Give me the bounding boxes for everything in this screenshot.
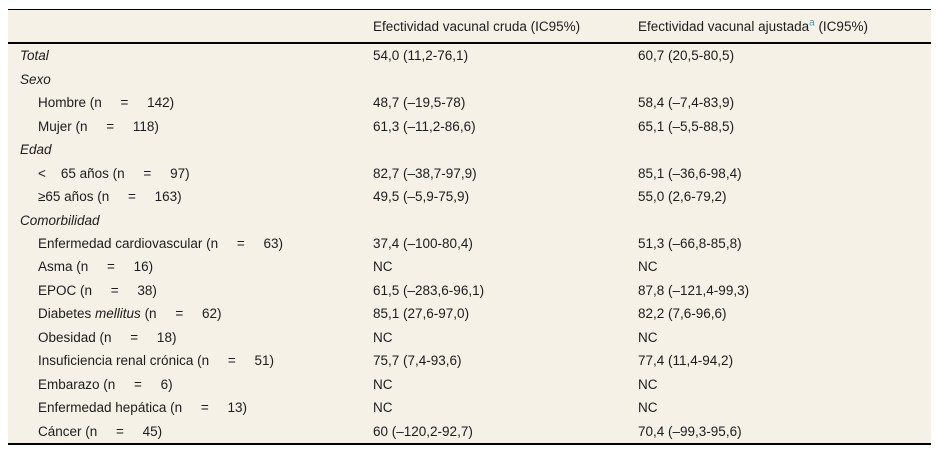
ajustada-value-cell: 87,8 (–121,4-99,3) bbox=[638, 282, 750, 298]
ajustada-value-cell: 60,7 (20,5-80,5) bbox=[638, 48, 735, 64]
table-row: Obesidad (n = 18) NC NC bbox=[8, 326, 931, 349]
table-row: Total 54,0 (11,2-76,1) 60,7 (20,5-80,5) bbox=[8, 44, 931, 67]
row-label-cell: Enfermedad cardiovascular (n = 63) bbox=[8, 236, 373, 251]
row-label-text: ≥65 años (n = 163) bbox=[38, 189, 182, 205]
ajustada-value-cell: NC bbox=[638, 376, 658, 392]
row-label-text: (n = 62) bbox=[140, 306, 222, 322]
cruda-value-cell: 49,5 (–5,9-75,9) bbox=[373, 189, 470, 205]
row-label-cell: < 65 años (n = 97) bbox=[8, 166, 373, 181]
table-row: Mujer (n = 118) 61,3 (–11,2-86,6) 65,1 (… bbox=[8, 114, 931, 137]
ajustada-value-cell: 70,4 (–99,3-95,6) bbox=[638, 423, 742, 439]
header-cruda: Efectividad vacunal cruda (IC95%) bbox=[373, 18, 581, 34]
row-label-cell: Embarazo (n = 6) bbox=[8, 377, 373, 392]
cruda-value-cell: 48,7 (–19,5-78) bbox=[373, 95, 466, 111]
table-body: Total 54,0 (11,2-76,1) 60,7 (20,5-80,5) … bbox=[8, 44, 931, 445]
row-label-cell: Total bbox=[8, 48, 373, 63]
ajustada-value-cell: 77,4 (11,4-94,2) bbox=[638, 353, 734, 369]
header-ajustada: Efectividad vacunal ajustadaa (IC95%) bbox=[638, 19, 931, 34]
ajustada-value-cell: 51,3 (–66,8-85,8) bbox=[638, 235, 742, 251]
row-label-cell: Insuficiencia renal crónica (n = 51) bbox=[8, 353, 373, 368]
row-label-cell: Comorbilidad bbox=[8, 213, 373, 228]
table-row: Cáncer (n = 45) 60 (–120,2-92,7) 70,4 (–… bbox=[8, 420, 931, 443]
row-label-cell: Hombre (n = 142) bbox=[8, 95, 373, 110]
ajustada-value-cell: 65,1 (–5,5-88,5) bbox=[638, 118, 735, 134]
row-label-text: Sexo bbox=[20, 71, 51, 87]
table-row: < 65 años (n = 97) 82,7 (–38,7-97,9) 85,… bbox=[8, 161, 931, 184]
cruda-value-cell: NC bbox=[373, 259, 393, 275]
ajustada-value-cell: 55,0 (2,6-79,2) bbox=[638, 189, 727, 205]
table-header-row: Efectividad vacunal cruda (IC95%) Efecti… bbox=[8, 10, 931, 44]
header-ajustada-suffix: (IC95%) bbox=[814, 18, 868, 34]
cruda-value-cell: 85,1 (27,6-97,0) bbox=[373, 306, 470, 322]
header-ajustada-text: Efectividad vacunal ajustada bbox=[638, 18, 810, 34]
row-label-cell: Asma (n = 16) bbox=[8, 259, 373, 274]
row-label-text: Obesidad (n = 18) bbox=[38, 329, 177, 345]
row-label-text: Insuficiencia renal crónica (n = 51) bbox=[38, 353, 274, 369]
row-label-cell: Cáncer (n = 45) bbox=[8, 424, 373, 439]
ajustada-value-cell: NC bbox=[638, 259, 658, 275]
cruda-value-cell: NC bbox=[373, 376, 393, 392]
ajustada-value-cell: 85,1 (–36,6-98,4) bbox=[638, 165, 742, 181]
row-label-cell: Sexo bbox=[8, 72, 373, 87]
row-label-text: Total bbox=[20, 48, 49, 64]
ajustada-value-cell: 58,4 (–7,4-83,9) bbox=[638, 95, 735, 111]
row-label-text: mellitus bbox=[95, 306, 141, 322]
table-row: ≥65 años (n = 163) 49,5 (–5,9-75,9) 55,0… bbox=[8, 185, 931, 208]
row-label-text: < 65 años (n = 97) bbox=[38, 165, 190, 181]
row-label-text: Asma (n = 16) bbox=[38, 259, 154, 275]
table-row: Sexo bbox=[8, 67, 931, 90]
cruda-value-cell: 75,7 (7,4-93,6) bbox=[373, 353, 462, 369]
table-row: EPOC (n = 38) 61,5 (–283,6-96,1) 87,8 (–… bbox=[8, 279, 931, 302]
footnote-marker-a[interactable]: a bbox=[809, 18, 815, 28]
row-label-text: Comorbilidad bbox=[20, 212, 100, 228]
ajustada-value-cell: 82,2 (7,6-96,6) bbox=[638, 306, 727, 322]
row-label-text: Diabetes bbox=[38, 306, 96, 322]
row-label-cell: EPOC (n = 38) bbox=[8, 283, 373, 298]
table-row: Asma (n = 16) NC NC bbox=[8, 255, 931, 278]
table-row: Edad bbox=[8, 138, 931, 161]
cruda-value-cell: 54,0 (11,2-76,1) bbox=[373, 48, 469, 64]
row-label-text: Embarazo (n = 6) bbox=[38, 376, 173, 392]
cruda-value-cell: NC bbox=[373, 400, 393, 416]
cruda-value-cell: 61,3 (–11,2-86,6) bbox=[373, 118, 476, 134]
table-row: Comorbilidad bbox=[8, 208, 931, 231]
cruda-value-cell: 37,4 (–100-80,4) bbox=[373, 235, 473, 251]
row-label-text: Mujer (n = 118) bbox=[38, 118, 159, 134]
cruda-value-cell: 61,5 (–283,6-96,1) bbox=[373, 282, 485, 298]
cruda-value-cell: 82,7 (–38,7-97,9) bbox=[373, 165, 477, 181]
row-label-text: Enfermedad hepática (n = 13) bbox=[38, 400, 247, 416]
row-label-text: Cáncer (n = 45) bbox=[38, 423, 163, 439]
table-row: Insuficiencia renal crónica (n = 51) 75,… bbox=[8, 349, 931, 372]
row-label-cell: Mujer (n = 118) bbox=[8, 119, 373, 134]
row-label-text: Enfermedad cardiovascular (n = 63) bbox=[38, 235, 283, 251]
row-label-cell: Edad bbox=[8, 142, 373, 157]
cruda-value-cell: 60 (–120,2-92,7) bbox=[373, 423, 473, 439]
row-label-cell: Diabetes mellitus (n = 62) bbox=[8, 306, 373, 321]
cruda-value-cell: NC bbox=[373, 329, 393, 345]
ajustada-value-cell: NC bbox=[638, 329, 658, 345]
ajustada-value-cell: NC bbox=[638, 400, 658, 416]
row-label-cell: Enfermedad hepática (n = 13) bbox=[8, 400, 373, 415]
row-label-cell: Obesidad (n = 18) bbox=[8, 330, 373, 345]
table-row: Embarazo (n = 6) NC NC bbox=[8, 373, 931, 396]
row-label-text: Edad bbox=[20, 142, 52, 158]
vaccine-effectiveness-table: Efectividad vacunal cruda (IC95%) Efecti… bbox=[8, 9, 931, 445]
row-label-text: EPOC (n = 38) bbox=[38, 282, 157, 298]
row-label-cell: ≥65 años (n = 163) bbox=[8, 189, 373, 204]
table-row: Hombre (n = 142) 48,7 (–19,5-78) 58,4 (–… bbox=[8, 91, 931, 114]
table-row: Enfermedad hepática (n = 13) NC NC bbox=[8, 396, 931, 419]
table-row: Enfermedad cardiovascular (n = 63) 37,4 … bbox=[8, 232, 931, 255]
table-row: Diabetes mellitus (n = 62) 85,1 (27,6-97… bbox=[8, 302, 931, 325]
row-label-text: Hombre (n = 142) bbox=[38, 95, 175, 111]
